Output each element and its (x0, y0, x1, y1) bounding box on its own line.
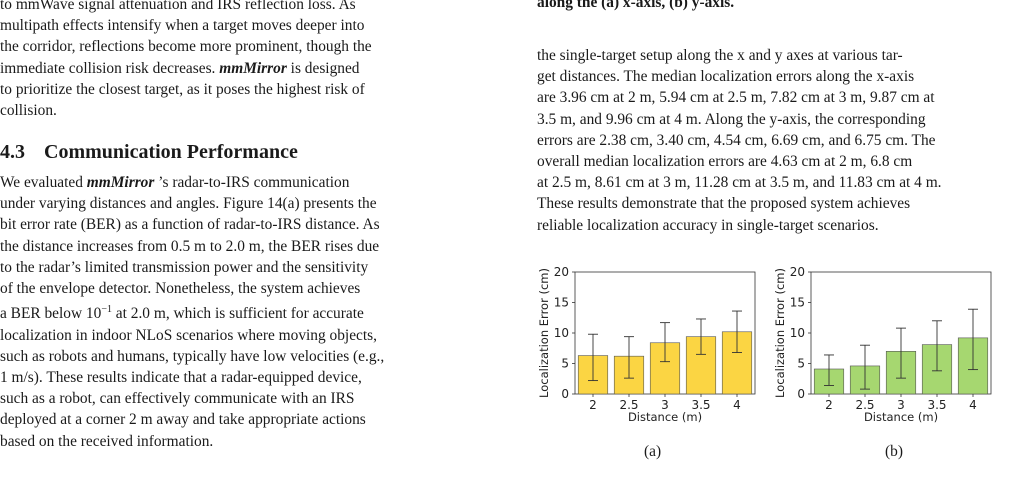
y-tick-label: 0 (797, 387, 805, 401)
y-tick-label: 15 (554, 296, 569, 310)
bar-4 (721, 331, 753, 395)
text-line: the distance increases from 0.5 m to 2.0… (0, 237, 380, 255)
text-line: at 2.5 m, 8.61 cm at 3 m, 11.28 cm at 3.… (537, 174, 942, 192)
text-line: bit error rate (BER) as a function of ra… (0, 216, 380, 234)
y-tick-label: 15 (790, 296, 805, 310)
x-tick-label: 4 (733, 398, 741, 412)
text-line: a BER below 10−1 at 2.0 m, which is suff… (0, 304, 364, 323)
text-line: of the envelope detector. Nonetheless, t… (0, 280, 361, 298)
text-line: are 3.96 cm at 2 m, 5.94 cm at 2.5 m, 7.… (537, 89, 935, 107)
text-line: 3.5 m, and 9.96 cm at 4 m. Along the y-a… (537, 110, 926, 128)
x-tick-label: 3 (897, 398, 905, 412)
text-line: the single-target setup along the x and … (537, 47, 903, 64)
section-number: 4.3 (0, 141, 25, 163)
paragraph-communication: We evaluated mmMirror ’s radar-to-IRS co… (0, 172, 492, 452)
text-line: errors are 2.38 cm, 3.40 cm, 4.54 cm, 6.… (537, 131, 936, 149)
x-tick-label: 2 (589, 398, 597, 412)
text-line: multipath effects intensify when a targe… (0, 17, 365, 35)
x-tick-label: 2.5 (855, 398, 874, 412)
x-tick-label: 2 (825, 398, 833, 412)
text-line: such as a robot, can effectively communi… (0, 390, 355, 408)
subcaption-b: (b) (885, 443, 903, 460)
text-line: overall median localization errors are 4… (537, 153, 913, 171)
text-line: These results demonstrate that the propo… (537, 195, 911, 213)
y-tick-label: 20 (790, 265, 805, 279)
y-tick-label: 10 (554, 326, 569, 340)
text-line: to mmWave signal attenuation and IRS ref… (0, 0, 356, 13)
x-tick-label: 3.5 (691, 398, 710, 412)
x-tick-label: 3 (661, 398, 669, 412)
y-tick-label: 10 (790, 326, 805, 340)
paragraph-multipath: to mmWave signal attenuation and IRS ref… (0, 0, 492, 121)
x-axis-label: Distance (m) (628, 410, 702, 424)
text-line: 1 m/s). These results indicate that a ra… (0, 368, 362, 386)
text-line: get distances. The median localization e… (537, 68, 915, 86)
text-line: reliable localization accuracy in single… (537, 216, 879, 234)
y-tick-label: 5 (561, 357, 569, 371)
x-tick-label: 3.5 (927, 398, 946, 412)
text-line: to the radar’s limited transmission powe… (0, 258, 369, 276)
text-line: to prioritize the closest target, as it … (0, 80, 365, 98)
figure-caption-tail: along the (a) x-axis, (b) y-axis. (537, 0, 735, 11)
system-name: mmMirror (219, 59, 287, 77)
y-tick-label: 5 (797, 357, 805, 371)
text-line: collision. (0, 102, 57, 120)
text-line: deployed at a corner 2 m away and take a… (0, 411, 366, 429)
superscript: −1 (101, 304, 112, 316)
section-heading: 4.3 Communication Performance (0, 140, 298, 164)
text-line: under varying distances and angles. Figu… (0, 195, 377, 213)
figure-charts: 0 5 10 15 20 Localization Error (cm) 2 2.5 3 3.5 4… (537, 262, 1021, 462)
x-tick-label: 4 (969, 398, 977, 412)
x-axis-label: Distance (m) (864, 410, 938, 424)
text-line: such as robots and humans, typically hav… (0, 347, 385, 365)
y-axis-label: Localization Error (cm) (537, 268, 551, 398)
subcaption-a: (a) (644, 443, 662, 460)
text-line: immediate collision risk decreases. mmMi… (0, 59, 360, 77)
bar-3 (649, 342, 681, 395)
section-title: Communication Performance (44, 141, 298, 163)
text-line: based on the received information. (0, 432, 214, 450)
y-tick-label: 0 (561, 387, 569, 401)
y-tick-label: 20 (554, 265, 569, 279)
text-line: localization in indoor NLoS scenarios wh… (0, 326, 377, 344)
paragraph-localization: the single-target setup along the x and … (537, 45, 1021, 236)
text-line: the corridor, reflections become more pr… (0, 38, 372, 56)
y-axis-label: Localization Error (cm) (773, 268, 787, 398)
system-name: mmMirror (86, 174, 155, 191)
x-tick-label: 2.5 (619, 398, 638, 412)
text-line: We evaluated mmMirror ’s radar-to-IRS co… (0, 174, 350, 191)
